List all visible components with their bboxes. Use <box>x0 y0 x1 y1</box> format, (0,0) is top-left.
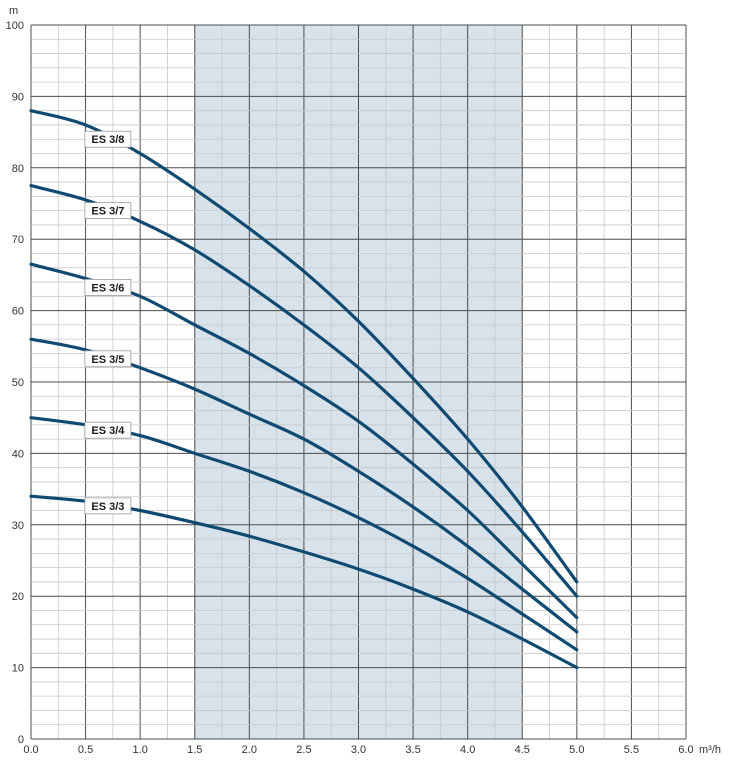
x-tick-label: 3.5 <box>405 744 420 756</box>
x-tick-label: 4.0 <box>460 744 475 756</box>
label-es-3-8: ES 3/8 <box>84 130 132 148</box>
curve-label-text: ES 3/7 <box>91 206 124 218</box>
curve-label-text: ES 3/5 <box>91 354 124 366</box>
x-tick-label: 5.5 <box>624 744 639 756</box>
label-box <box>84 278 132 296</box>
y-tick-label: 0 <box>18 734 24 746</box>
y-tick-label: 60 <box>12 306 24 318</box>
x-unit-label: m³/h <box>699 744 721 756</box>
x-tick-label: 5.0 <box>569 744 584 756</box>
label-es-3-5: ES 3/5 <box>84 350 132 368</box>
x-tick-label: 6.0 <box>678 744 693 756</box>
x-tick-label: 0.0 <box>23 744 38 756</box>
x-tick-label: 0.5 <box>78 744 93 756</box>
x-tick-label: 2.5 <box>296 744 311 756</box>
x-tick-labels: 0.0 0.5 1.0 1.5 2.0 2.5 3.0 3.5 4.0 4.5 5.0 5.5 6.0 <box>23 744 693 756</box>
curve-label-text: ES 3/3 <box>91 501 124 513</box>
y-tick-label: 70 <box>12 234 24 246</box>
label-box <box>84 130 132 148</box>
curve-labels: ES 3/8 ES 3/7 ES 3/6 ES 3/5 ES 3/4 ES 3/3 <box>84 130 132 515</box>
y-tick-label: 10 <box>12 663 24 675</box>
y-tick-label: 100 <box>6 20 24 32</box>
curve-label-text: ES 3/6 <box>91 282 124 294</box>
label-es-3-4: ES 3/4 <box>84 421 132 439</box>
label-es-3-3: ES 3/3 <box>84 497 132 515</box>
curve-es-3-7 <box>29 184 579 598</box>
label-box <box>84 421 132 439</box>
label-box <box>84 202 132 220</box>
label-es-3-7: ES 3/7 <box>84 202 132 220</box>
curve-label-text: ES 3/4 <box>91 425 125 437</box>
curve-label-text: ES 3/8 <box>91 134 124 146</box>
label-box <box>84 350 132 368</box>
x-tick-label: 1.5 <box>187 744 202 756</box>
y-tick-label: 80 <box>12 163 24 175</box>
y-tick-label: 50 <box>12 377 24 389</box>
y-tick-label: 90 <box>12 91 24 103</box>
y-tick-label: 30 <box>12 520 24 532</box>
x-tick-label: 2.0 <box>242 744 257 756</box>
y-tick-label: 20 <box>12 591 24 603</box>
y-tick-labels: 0 10 20 30 40 50 60 70 80 90 100 <box>6 20 24 746</box>
x-tick-label: 1.0 <box>133 744 148 756</box>
y-unit-label: m <box>9 5 18 17</box>
x-tick-label: 4.5 <box>515 744 530 756</box>
label-es-3-6: ES 3/6 <box>84 278 132 296</box>
y-tick-label: 40 <box>12 448 24 460</box>
x-tick-label: 3.0 <box>351 744 366 756</box>
curve-es-3-8 <box>29 109 579 584</box>
label-box <box>84 497 132 515</box>
